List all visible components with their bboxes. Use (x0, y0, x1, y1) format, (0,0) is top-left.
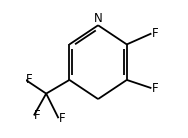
Text: N: N (94, 12, 102, 25)
Text: F: F (151, 82, 158, 95)
Text: F: F (26, 73, 32, 86)
Text: F: F (58, 112, 65, 125)
Text: F: F (151, 27, 158, 40)
Text: F: F (34, 109, 41, 122)
